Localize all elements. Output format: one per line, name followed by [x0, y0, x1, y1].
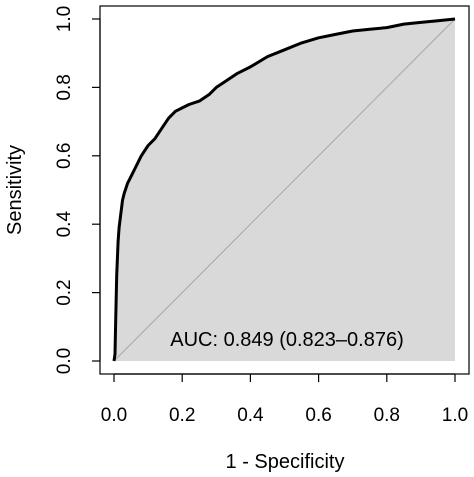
- y-tick-label: 0.2: [54, 279, 75, 305]
- y-axis-title: Sensitivity: [4, 145, 26, 235]
- roc-curve-line: [112, 17, 456, 362]
- y-tick-label: 0.6: [54, 143, 75, 169]
- x-axis-title: 1 - Specificity: [226, 451, 345, 473]
- auc-annotation: AUC: 0.849 (0.823–0.876): [170, 329, 404, 351]
- x-tick-label: 0.4: [237, 405, 264, 426]
- x-tick-label: 1.0: [442, 405, 468, 426]
- x-tick-label: 0.6: [305, 405, 331, 426]
- x-tick-label: 0.0: [101, 405, 127, 426]
- chance-diagonal-line: [113, 18, 456, 362]
- y-tick-label: 1.0: [54, 6, 75, 32]
- y-tick-label: 0.4: [54, 211, 75, 238]
- x-tick-label: 0.2: [169, 405, 195, 426]
- y-axis: 0.0 0.2 0.4 0.6 0.8 1.0: [54, 6, 101, 374]
- y-tick-label: 0.8: [54, 74, 75, 100]
- x-axis: 0.0 0.2 0.4 0.6 0.8 1.0: [101, 373, 468, 426]
- y-tick-label: 0.0: [54, 348, 75, 374]
- plot-area: [112, 17, 456, 362]
- x-tick-label: 0.8: [374, 405, 400, 426]
